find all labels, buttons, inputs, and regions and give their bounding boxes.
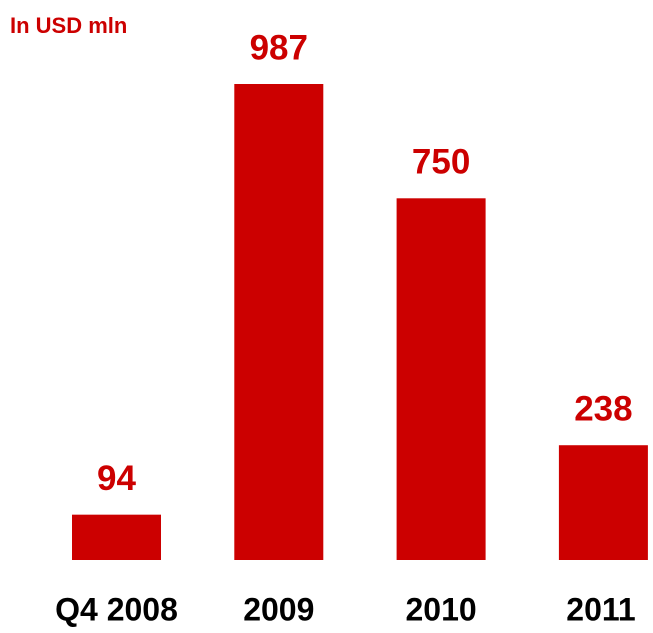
value-label: 238 xyxy=(574,389,632,428)
bar xyxy=(72,514,161,560)
value-label: 987 xyxy=(250,28,308,67)
chart-title: In USD mln xyxy=(10,13,127,38)
x-tick-label: 2011 xyxy=(566,591,635,627)
bar xyxy=(396,198,486,561)
bar xyxy=(558,445,648,560)
value-label: 94 xyxy=(97,459,136,498)
x-tick-label: 2010 xyxy=(406,591,477,627)
value-label: 750 xyxy=(412,143,470,182)
x-tick-label: Q4 2008 xyxy=(55,591,178,627)
x-tick-label: 2009 xyxy=(243,591,314,627)
bar xyxy=(234,84,324,560)
